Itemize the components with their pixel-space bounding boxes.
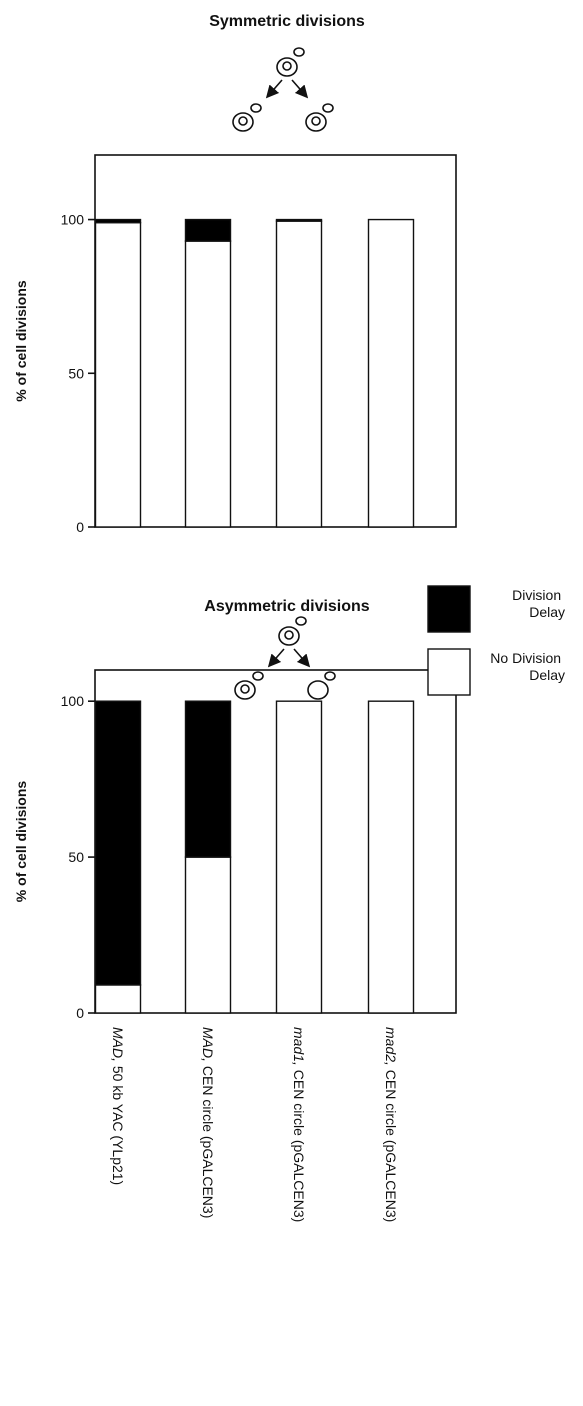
y-tick-label: 0	[76, 1005, 84, 1021]
chart-title: Asymmetric divisions	[204, 598, 370, 615]
y-tick-label: 100	[61, 212, 85, 228]
bar-segment	[367, 700, 415, 1014]
chart-title: Symmetric divisions	[209, 13, 365, 30]
bar-segment	[275, 218, 323, 222]
bar-segment	[94, 984, 142, 1014]
legend-label: No Division Delay	[490, 650, 565, 683]
bar-segment	[275, 220, 323, 528]
bar-segment	[367, 218, 415, 528]
bar-segment	[184, 700, 232, 858]
legend-swatch	[427, 648, 471, 696]
legend-swatch	[427, 585, 471, 633]
x-tick-label: mad2, CEN circle (pGALCEN3)	[383, 1027, 399, 1222]
y-tick-label: 0	[76, 519, 84, 535]
y-tick-label: 50	[68, 849, 84, 865]
bar-segment	[275, 700, 323, 1014]
bar-segment	[94, 700, 142, 986]
y-axis-label: % of cell divisions	[13, 781, 29, 903]
symmetric-icon	[232, 47, 334, 132]
y-tick-label: 100	[61, 693, 85, 709]
x-tick-label: MAD, 50 kb YAC (YLp21)	[110, 1027, 126, 1185]
legend-label: Division Delay	[512, 587, 565, 620]
bar-segment	[94, 218, 142, 224]
bar-segment	[184, 856, 232, 1014]
bar-segment	[184, 218, 232, 242]
asymmetric-icon	[234, 616, 336, 700]
x-tick-label: MAD, CEN circle (pGALCEN3)	[200, 1027, 216, 1218]
bar-segment	[94, 221, 142, 528]
y-tick-label: 50	[68, 365, 84, 381]
bar-segment	[184, 240, 232, 528]
y-axis-label: % of cell divisions	[13, 280, 29, 402]
x-tick-label: mad1, CEN circle (pGALCEN3)	[291, 1027, 307, 1222]
